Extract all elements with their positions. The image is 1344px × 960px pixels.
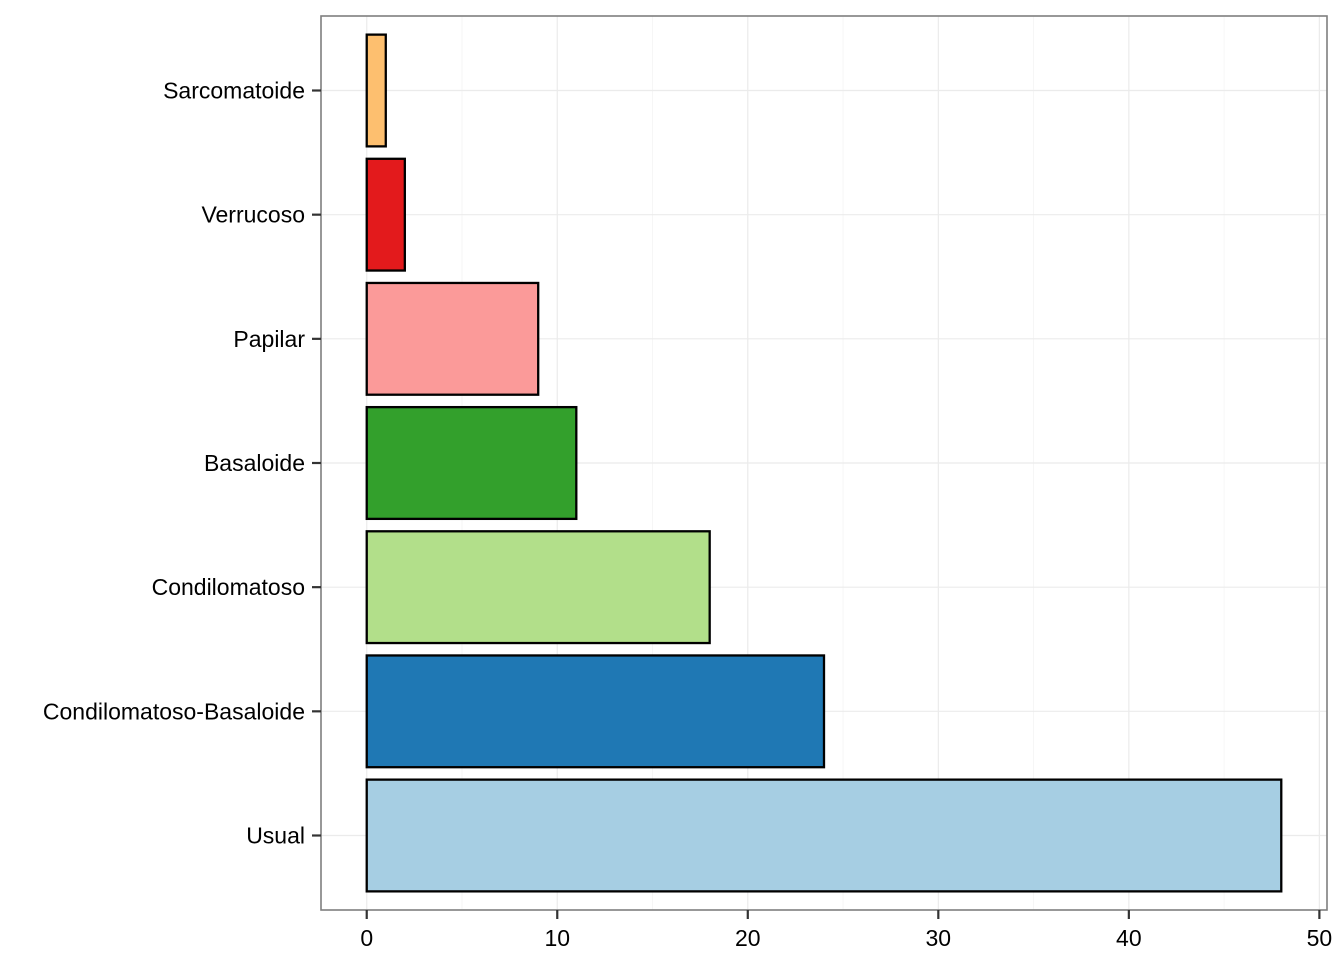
y-tick-label: Basaloide xyxy=(204,450,305,476)
y-tick-label: Sarcomatoide xyxy=(163,78,305,104)
x-tick-label: 20 xyxy=(735,925,761,951)
y-tick-label: Verrucoso xyxy=(201,202,305,228)
y-tick-label: Condilomatoso-Basaloide xyxy=(43,698,305,724)
bars xyxy=(365,33,1283,893)
bar-sarcomatoide xyxy=(365,33,387,148)
x-tick-label: 50 xyxy=(1307,925,1333,951)
y-axis: Usual Condilomatoso-Basaloide Condilomatos… xyxy=(43,78,321,849)
bar-basaloide xyxy=(365,405,578,521)
y-tick-label: Papilar xyxy=(233,326,305,352)
bar-verrucoso xyxy=(365,157,406,272)
bar-condilomatoso xyxy=(365,530,711,645)
y-tick-label: Usual xyxy=(246,823,305,849)
x-tick-label: 0 xyxy=(360,925,373,951)
x-axis: 0 10 20 30 40 50 xyxy=(360,910,1332,951)
bar-usual xyxy=(365,778,1283,893)
y-tick-label: Condilomatoso xyxy=(152,574,305,600)
x-tick-label: 40 xyxy=(1116,925,1142,951)
grid-lines xyxy=(321,16,1327,910)
x-tick-label: 10 xyxy=(544,925,570,951)
bar-condilomatoso-basaloide xyxy=(365,654,826,769)
x-tick-label: 30 xyxy=(926,925,952,951)
bar-papilar xyxy=(365,281,540,396)
